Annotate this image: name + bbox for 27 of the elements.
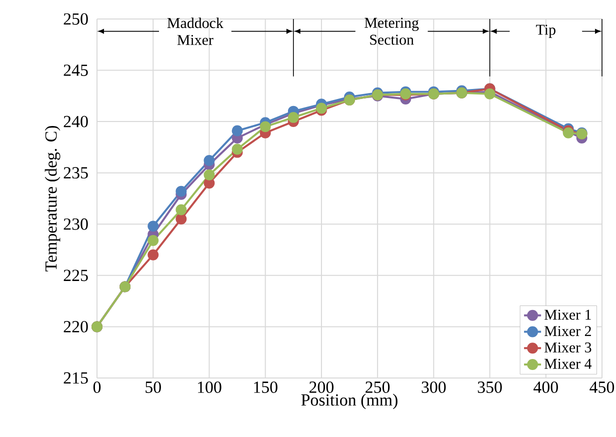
legend-label: Mixer 4 xyxy=(544,358,592,369)
x-tick-label: 150 xyxy=(254,382,278,393)
x-tick-label: 300 xyxy=(422,382,446,393)
y-tick-label: 225 xyxy=(64,270,88,282)
y-axis-title: Temperature (deg. C) xyxy=(44,126,60,272)
x-tick-label: 350 xyxy=(478,382,502,393)
y-tick-label: 235 xyxy=(64,167,88,179)
y-tick-label: 245 xyxy=(64,64,88,76)
x-tick-label: 450 xyxy=(590,382,614,393)
annotation: Metering Section xyxy=(364,18,419,45)
legend-label: Mixer 3 xyxy=(544,342,592,352)
y-tick-label: 220 xyxy=(64,320,88,332)
x-tick-label: 200 xyxy=(310,382,334,393)
x-tick-label: 400 xyxy=(534,382,558,393)
x-axis-title: Position (mm) xyxy=(301,394,398,410)
legend-label: Mixer 1 xyxy=(544,310,591,320)
y-tick-label: 215 xyxy=(64,372,88,384)
annotation: Tip xyxy=(536,24,556,38)
x-tick-label: 50 xyxy=(146,382,161,393)
x-tick-label: 100 xyxy=(198,382,222,393)
y-tick-label: 230 xyxy=(64,218,88,230)
y-tick-label: 240 xyxy=(64,116,88,128)
annotation: Maddock Mixer xyxy=(167,18,224,46)
legend-label: Mixer 2 xyxy=(544,326,591,336)
x-tick-label: 250 xyxy=(366,382,390,393)
x-tick-label: 0 xyxy=(93,382,101,393)
y-tick-label: 250 xyxy=(64,13,88,25)
